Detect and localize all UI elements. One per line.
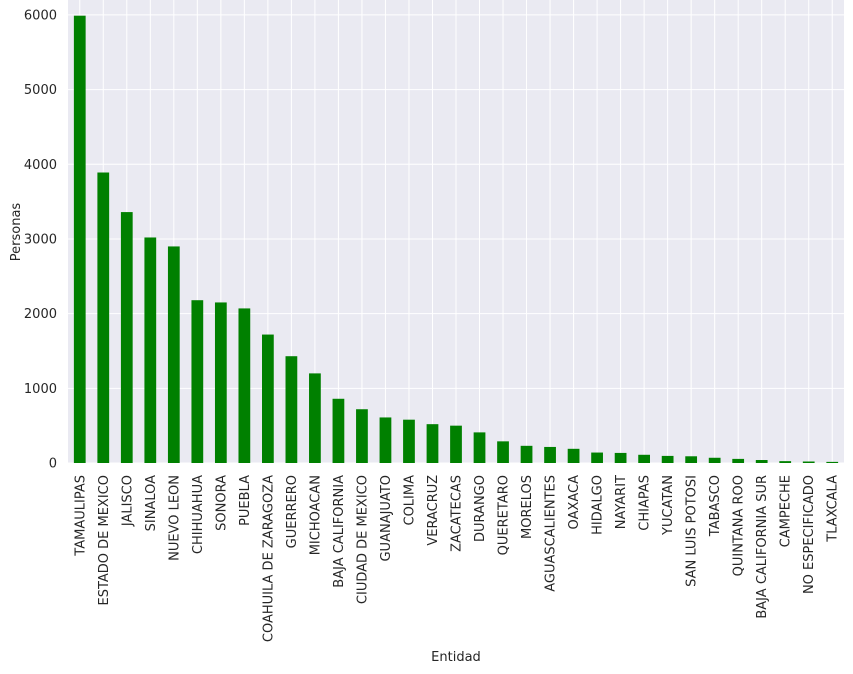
bar (285, 356, 298, 463)
x-tick-label: TLAXCALA (826, 475, 841, 543)
bar (497, 441, 509, 463)
bar (238, 308, 251, 463)
bar (826, 461, 839, 463)
bar (120, 212, 133, 463)
x-tick-label: GUANAJUATO (379, 475, 394, 562)
x-tick-label: ZACATECAS (450, 475, 465, 552)
y-tick-label: 3000 (24, 232, 57, 247)
bar (191, 300, 204, 463)
bar (450, 425, 462, 463)
bar (309, 373, 321, 463)
y-tick-label: 4000 (24, 158, 57, 173)
bar (779, 461, 792, 463)
x-tick-label: MORELOS (520, 475, 535, 539)
bar (167, 246, 180, 463)
y-tick-label: 1000 (24, 382, 57, 397)
bar (802, 461, 815, 463)
x-tick-label: BAJA CALIFORNIA (332, 475, 347, 588)
x-axis-ticks: TAMAULIPAS ESTADO DE MEXICO JALISCO SINALOA… (73, 475, 840, 642)
x-tick-label: SAN LUIS POTOSI (685, 475, 700, 587)
bar (262, 334, 274, 463)
y-tick-label: 0 (49, 457, 57, 472)
x-tick-label: CHIAPAS (638, 475, 653, 531)
x-tick-label: NO ESPECIFICADO (802, 475, 817, 594)
x-tick-label: HIDALGO (591, 475, 606, 535)
x-axis-label: Entidad (431, 650, 481, 665)
x-tick-label: VERACRUZ (426, 475, 441, 546)
bar (567, 448, 580, 463)
x-tick-label: QUINTANA ROO (732, 475, 747, 576)
x-tick-label: SINALOA (144, 475, 159, 531)
x-tick-label: TAMAULIPAS (73, 475, 88, 557)
y-tick-label: 2000 (24, 307, 57, 322)
bar (379, 417, 392, 463)
x-tick-label: QUERETARO (497, 475, 512, 555)
x-tick-label: SONORA (214, 475, 229, 531)
x-tick-label: YUCATAN (661, 475, 676, 536)
x-tick-label: NAYARIT (614, 475, 629, 529)
bar (426, 424, 439, 463)
bar (685, 456, 698, 463)
x-tick-label: CIUDAD DE MEXICO (355, 475, 370, 604)
x-tick-label: ESTADO DE MEXICO (97, 475, 112, 606)
bar (332, 398, 345, 463)
bar (708, 457, 721, 463)
bar (214, 302, 227, 463)
bar (473, 432, 486, 463)
bar (661, 455, 674, 463)
x-tick-label: DURANGO (473, 475, 488, 542)
x-tick-label: AGUASCALIENTES (544, 475, 559, 592)
x-tick-label: MICHOACAN (308, 475, 323, 555)
x-tick-label: BAJA CALIFORNIA SUR (755, 475, 770, 619)
x-tick-label: CHIHUAHUA (191, 475, 206, 554)
x-tick-label: NUEVO LEON (167, 475, 182, 561)
bar (544, 446, 556, 463)
x-tick-label: COAHUILA DE ZARAGOZA (261, 475, 276, 642)
bar (356, 409, 368, 463)
y-axis-ticks: 0 1000 2000 3000 4000 5000 6000 (24, 8, 57, 471)
x-tick-label: CAMPECHE (779, 475, 794, 547)
bar (755, 460, 768, 463)
y-tick-label: 5000 (24, 83, 57, 98)
bar (591, 452, 603, 463)
x-tick-label: OAXACA (567, 475, 582, 530)
x-tick-label: COLIMA (402, 475, 417, 526)
bar (403, 419, 415, 463)
bar (97, 172, 110, 464)
x-tick-label: TABASCO (708, 475, 723, 537)
y-tick-label: 6000 (24, 8, 57, 23)
bar (614, 452, 627, 463)
bar (520, 445, 533, 463)
bars-group (73, 15, 839, 464)
x-tick-label: PUEBLA (238, 475, 253, 526)
x-tick-label: GUERRERO (285, 475, 300, 548)
bar (732, 458, 745, 463)
bar (638, 454, 650, 463)
y-axis-label: Personas (9, 203, 24, 262)
bar (73, 15, 86, 464)
x-tick-label: JALISCO (120, 475, 135, 527)
bar (144, 237, 157, 463)
